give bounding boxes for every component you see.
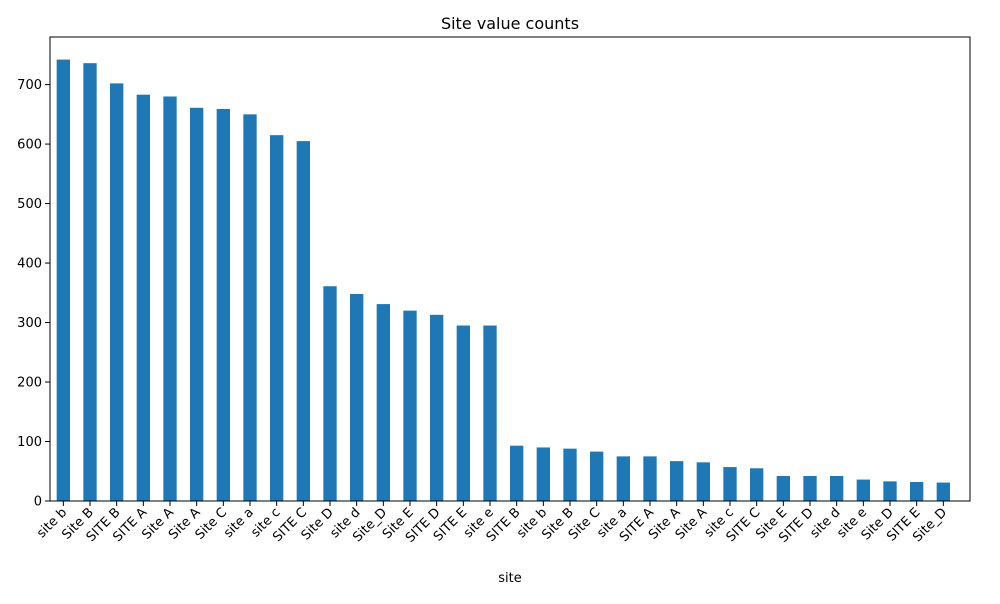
- bar: [670, 461, 684, 501]
- bar: [243, 114, 257, 501]
- bar: [590, 451, 604, 501]
- y-tick-label: 500: [17, 197, 42, 212]
- bar: [136, 94, 150, 501]
- plot-frame: [49, 36, 971, 502]
- y-tick-label: 100: [17, 435, 42, 450]
- bar: [910, 481, 924, 501]
- bar: [616, 456, 630, 501]
- bar: [643, 456, 657, 501]
- bar: [723, 467, 737, 501]
- y-axis: 0 100 200 300 400 500 600 700: [17, 78, 50, 510]
- bar: [110, 83, 124, 502]
- y-tick-label: 700: [17, 78, 42, 93]
- bar: [376, 304, 390, 501]
- bar: [56, 59, 70, 501]
- y-tick-label: 300: [17, 316, 42, 331]
- x-tick-label: site a: [221, 505, 257, 541]
- bar: [270, 135, 284, 501]
- bar: [296, 141, 310, 501]
- bar: [430, 314, 444, 501]
- bar: [536, 447, 550, 501]
- bar: [323, 286, 337, 501]
- y-tick-label: 400: [17, 257, 42, 272]
- x-tick-label: site d: [808, 505, 844, 541]
- bar: [483, 325, 497, 501]
- bar: [350, 293, 364, 501]
- bar: [456, 325, 470, 501]
- bar: [936, 482, 950, 501]
- bar: [776, 476, 790, 501]
- bar: [190, 107, 204, 502]
- bar: [163, 96, 177, 501]
- y-tick-label: 200: [17, 376, 42, 391]
- bar: [216, 108, 230, 501]
- y-tick-label: 600: [17, 138, 42, 153]
- bar: [883, 481, 897, 501]
- y-tick-label: 0: [34, 495, 42, 510]
- bar: [696, 462, 710, 501]
- bar: [403, 310, 417, 501]
- bar: [856, 479, 870, 501]
- bar: [830, 476, 844, 501]
- bar: [563, 448, 577, 501]
- bar: [803, 476, 817, 501]
- x-axis-label: site: [498, 571, 521, 586]
- bar: [83, 63, 97, 502]
- bar: [510, 445, 524, 501]
- bar: [750, 468, 764, 501]
- chart-title: Site value counts: [441, 14, 579, 33]
- bars: [56, 59, 950, 502]
